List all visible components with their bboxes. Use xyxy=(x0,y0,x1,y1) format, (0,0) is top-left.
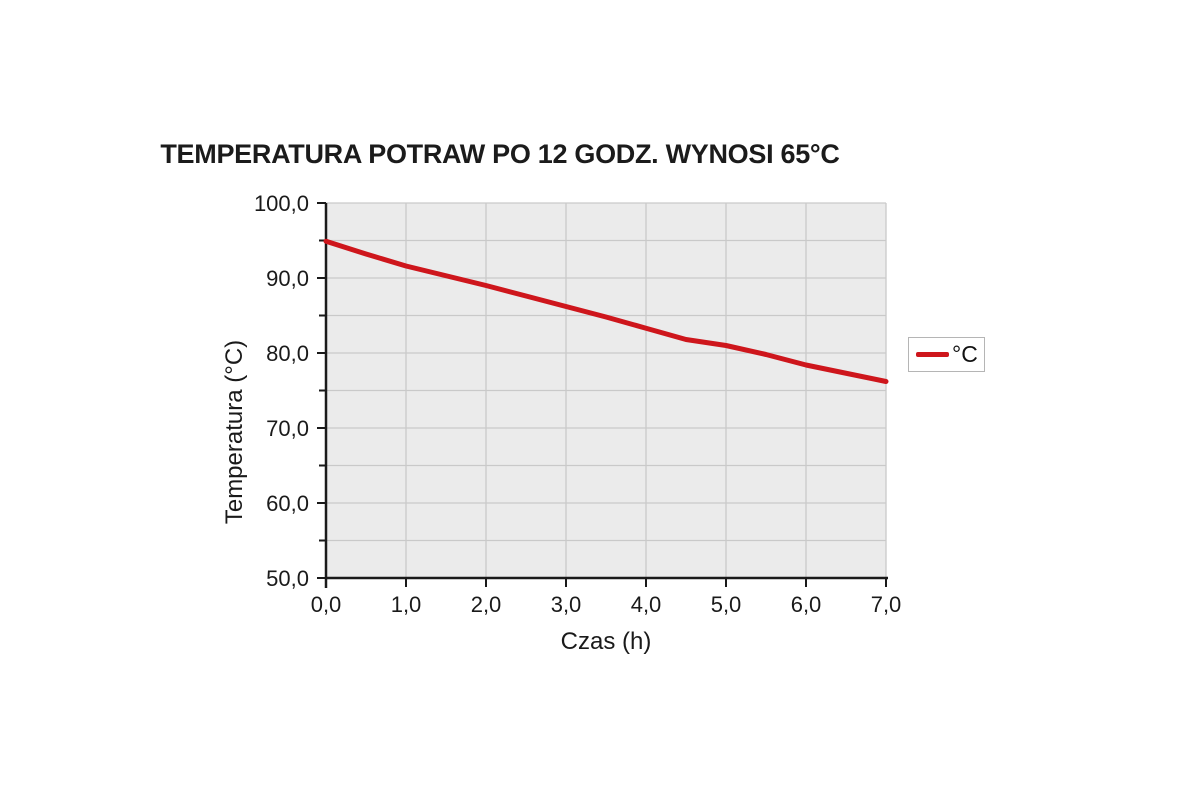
x-axis-title: Czas (h) xyxy=(560,628,652,655)
x-tick-label: 0,0 xyxy=(311,592,342,617)
y-tick-label: 100,0 xyxy=(254,191,309,216)
y-tick-label: 60,0 xyxy=(266,491,309,516)
x-tick-label: 4,0 xyxy=(631,592,662,617)
chart-title: TEMPERATURA POTRAW PO 12 GODZ. WYNOSI 65… xyxy=(160,139,840,169)
legend: °C xyxy=(908,337,985,372)
x-tick-label: 2,0 xyxy=(471,592,502,617)
legend-series-label: °C xyxy=(952,341,978,367)
y-tick-label: 50,0 xyxy=(266,566,309,591)
x-tick-label: 6,0 xyxy=(791,592,822,617)
x-tick-label: 3,0 xyxy=(551,592,582,617)
temperature-series-line xyxy=(323,238,889,384)
x-tick-label: 1,0 xyxy=(391,592,422,617)
x-tick-label: 5,0 xyxy=(711,592,742,617)
legend-line-sample-icon xyxy=(916,352,949,357)
x-tick-label: 7,0 xyxy=(871,592,902,617)
y-tick-label: 80,0 xyxy=(266,341,309,366)
y-tick-label: 70,0 xyxy=(266,416,309,441)
y-tick-label: 90,0 xyxy=(266,266,309,291)
